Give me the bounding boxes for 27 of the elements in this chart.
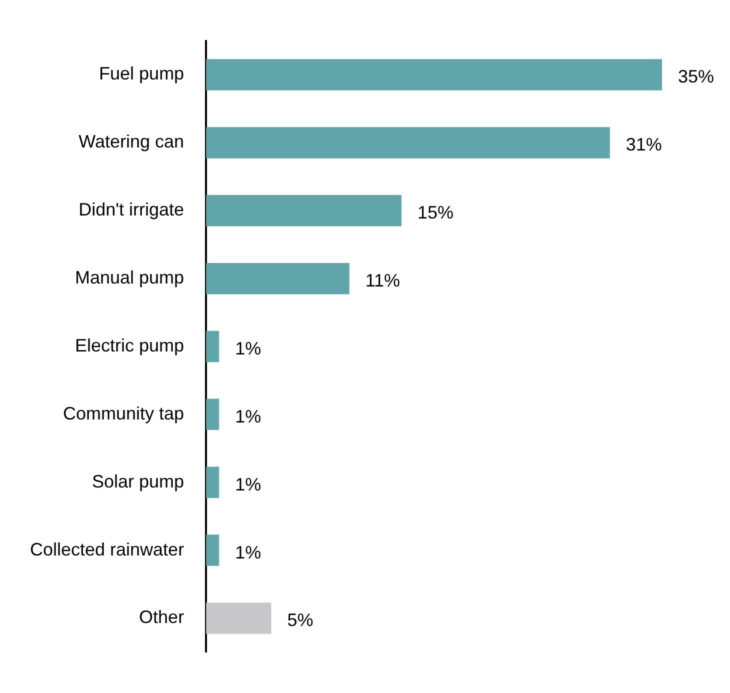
y-tick-label: Fuel pump	[99, 64, 184, 84]
y-tick-label: Didn't irrigate	[78, 200, 184, 220]
y-tick-label: Watering can	[78, 132, 184, 152]
bar	[206, 330, 220, 362]
data-label: 5%	[287, 610, 314, 630]
bar	[206, 602, 272, 634]
y-tick-label: Collected rainwater	[30, 539, 184, 560]
data-label: 1%	[235, 542, 262, 562]
y-tick-label: Electric pump	[75, 335, 184, 356]
data-label: 1%	[235, 406, 262, 426]
bar	[206, 534, 220, 566]
bar	[206, 195, 402, 226]
y-tick-label: Community tap	[63, 403, 184, 424]
data-label: 11%	[365, 270, 400, 291]
bar	[206, 262, 350, 294]
data-label: 35%	[678, 66, 714, 87]
bar	[206, 59, 662, 90]
data-label: 15%	[417, 202, 454, 223]
data-label: 31%	[626, 134, 662, 155]
y-tick-label: Other	[139, 607, 184, 628]
data-label: 1%	[235, 338, 262, 358]
bar	[206, 466, 220, 498]
y-tick-label: Manual pump	[74, 268, 184, 288]
bar	[206, 127, 610, 158]
y-tick-label: Solar pump	[92, 471, 184, 492]
data-label: 1%	[235, 474, 262, 494]
bar	[206, 398, 220, 430]
